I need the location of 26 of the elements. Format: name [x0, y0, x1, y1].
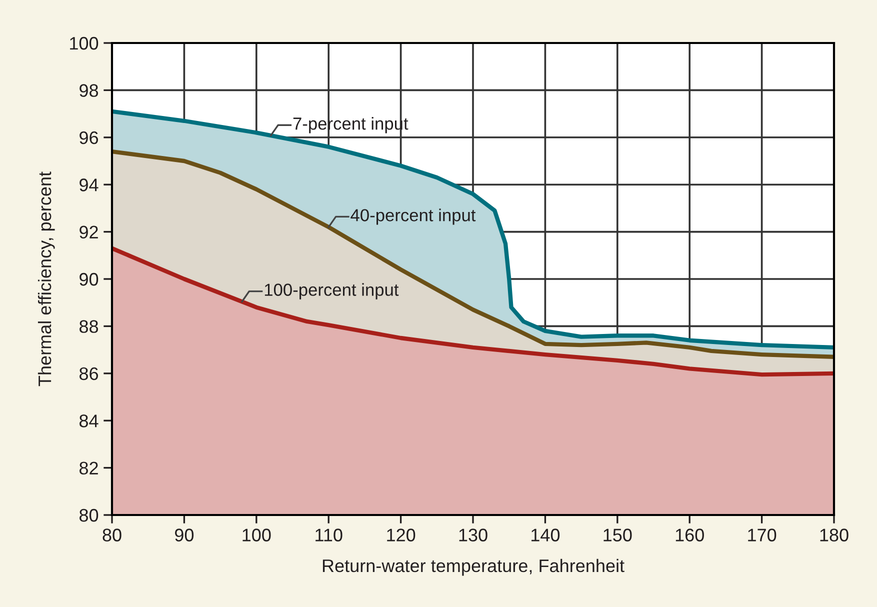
y-tick-label: 86	[80, 367, 98, 380]
x-tick-label: 120	[387, 528, 416, 542]
x-tick-label: 170	[748, 528, 776, 542]
x-tick-label: 100	[242, 528, 271, 542]
y-tick-label: 82	[80, 462, 98, 475]
y-tick-label: 84	[80, 414, 98, 428]
y-tick-label: 94	[80, 178, 98, 192]
x-tick-label: 180	[820, 528, 848, 542]
y-tick-label: 92	[80, 226, 98, 239]
y-tick-label: 80	[80, 508, 98, 522]
y-tick-label: 96	[80, 131, 98, 144]
y-tick-label: 100	[70, 36, 98, 50]
y-tick-label: 98	[80, 84, 98, 97]
x-tick-label: 90	[175, 528, 194, 542]
x-tick-label: 130	[459, 528, 488, 542]
y-tick-label: 90	[80, 272, 98, 286]
series-label: 40-percent input	[350, 208, 476, 225]
x-tick-label: 160	[676, 528, 704, 542]
x-tick-label: 80	[102, 528, 122, 542]
y-axis-title: Thermal efficiency, percent	[38, 172, 55, 386]
x-tick-label: 150	[604, 528, 632, 542]
y-tick-label: 88	[80, 320, 98, 333]
series-label: 100-percent input	[264, 283, 399, 300]
x-tick-label: 140	[532, 528, 560, 542]
x-tick-label: 110	[316, 528, 342, 542]
x-axis-title: Return-water temperature, Fahrenheit	[322, 558, 624, 576]
